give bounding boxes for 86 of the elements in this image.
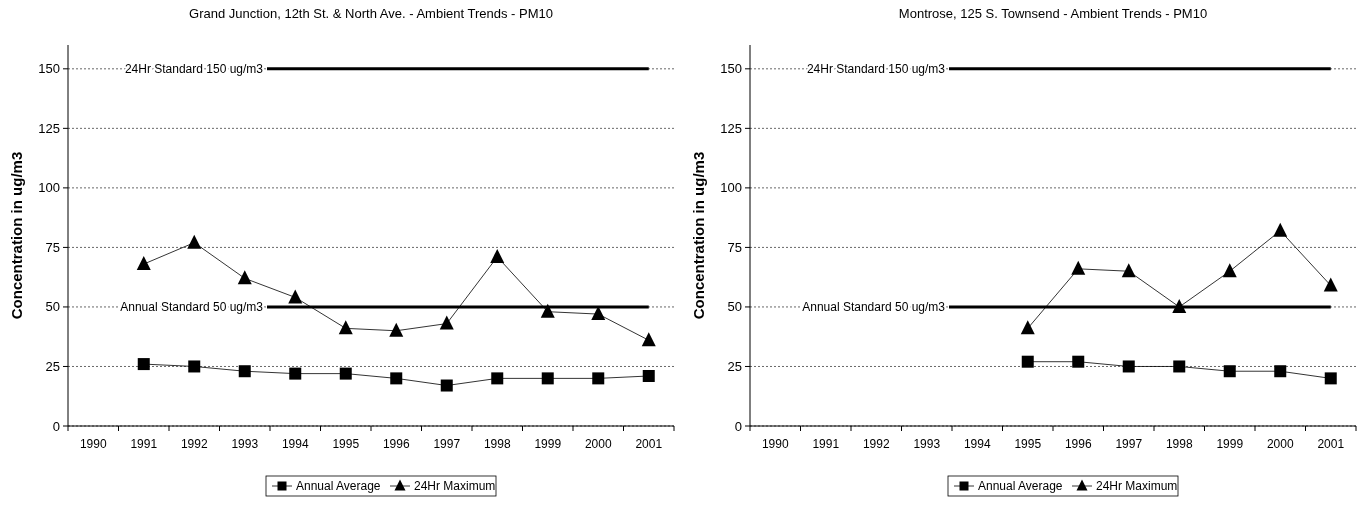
point — [137, 358, 150, 371]
point — [541, 372, 554, 385]
x-tick-label: 1995 — [332, 437, 360, 451]
x-tick-label: 1997 — [1115, 437, 1143, 451]
y-tick-label: 50 — [45, 299, 60, 315]
point — [187, 234, 202, 249]
point — [237, 270, 252, 285]
point — [1273, 222, 1288, 237]
legend-label: Annual Average — [978, 479, 1063, 494]
point — [289, 367, 302, 380]
x-tick-label: 1996 — [382, 437, 410, 451]
x-tick-label: 1994 — [963, 437, 991, 451]
point — [1173, 360, 1186, 373]
y-tick-label: 125 — [720, 120, 742, 136]
point — [1121, 263, 1136, 278]
x-tick-label: 1992 — [180, 437, 208, 451]
y-tick-label: 0 — [734, 418, 742, 434]
chart-title: Grand Junction, 12th St. & North Ave. - Ambient Trends - PM10 — [189, 6, 553, 21]
point — [1072, 355, 1085, 368]
point — [338, 320, 353, 335]
y-tick-label: 75 — [45, 239, 60, 255]
x-tick-label: 1998 — [483, 437, 511, 451]
y-tick-label: 150 — [720, 61, 742, 77]
x-tick-label: 1994 — [281, 437, 309, 451]
x-tick-label: 1992 — [862, 437, 890, 451]
ref-line-label: 24Hr Standard 150 ug/m3 — [806, 62, 946, 77]
x-tick-label: 1993 — [231, 437, 259, 451]
point — [1071, 260, 1086, 275]
x-tick-label: 1991 — [130, 437, 158, 451]
point — [1021, 355, 1034, 368]
legend-label: 24Hr Maximum — [1096, 479, 1178, 494]
x-tick-label: 1990 — [79, 437, 107, 451]
legend-label: 24Hr Maximum — [414, 479, 496, 494]
x-tick-label: 1995 — [1014, 437, 1042, 451]
point — [490, 248, 505, 263]
x-tick-label: 1998 — [1165, 437, 1193, 451]
point — [540, 303, 555, 318]
y-tick-label: 150 — [38, 61, 60, 77]
point — [1122, 360, 1135, 373]
point — [238, 365, 251, 378]
ref-line-label: 24Hr Standard 150 ug/m3 — [124, 62, 264, 77]
y-tick-label: 25 — [727, 359, 742, 375]
point — [641, 332, 656, 347]
y-tick-label: 100 — [38, 180, 60, 196]
point — [288, 289, 303, 304]
point — [642, 369, 655, 382]
x-tick-label: 1990 — [761, 437, 789, 451]
x-tick-label: 1999 — [534, 437, 562, 451]
y-tick-label: 100 — [720, 180, 742, 196]
point — [1323, 277, 1338, 292]
y-axis-title: Concentration in ug/m3 — [8, 151, 25, 320]
y-axis-title: Concentration in ug/m3 — [690, 151, 707, 320]
point — [1020, 320, 1035, 335]
x-tick-label: 2001 — [635, 437, 663, 451]
x-tick-label: 1997 — [433, 437, 461, 451]
x-tick-label: 1996 — [1064, 437, 1092, 451]
y-tick-label: 75 — [727, 239, 742, 255]
y-tick-label: 0 — [52, 418, 60, 434]
point — [491, 372, 504, 385]
x-tick-label: 2001 — [1317, 437, 1345, 451]
point — [591, 306, 606, 321]
x-tick-label: 1991 — [812, 437, 840, 451]
point — [1172, 298, 1187, 313]
ref-line-label: Annual Standard 50 ug/m3 — [802, 300, 946, 315]
point — [1274, 365, 1287, 378]
x-tick-label: 2000 — [584, 437, 612, 451]
y-tick-label: 25 — [45, 359, 60, 375]
point — [440, 379, 453, 392]
point — [1223, 365, 1236, 378]
point — [1324, 372, 1337, 385]
ref-line-label: Annual Standard 50 ug/m3 — [120, 300, 264, 315]
x-tick-label: 1993 — [913, 437, 941, 451]
chart-title: Montrose, 125 S. Townsend - Ambient Trends - PM10 — [898, 6, 1208, 21]
point — [339, 367, 352, 380]
y-tick-label: 125 — [38, 120, 60, 136]
point — [136, 256, 151, 271]
x-tick-label: 1999 — [1216, 437, 1244, 451]
point — [1222, 263, 1237, 278]
point — [389, 322, 404, 337]
x-tick-label: 2000 — [1266, 437, 1294, 451]
point — [439, 315, 454, 330]
point — [390, 372, 403, 385]
y-tick-label: 50 — [727, 299, 742, 315]
legend-label: Annual Average — [296, 479, 381, 494]
point — [188, 360, 201, 373]
point — [592, 372, 605, 385]
